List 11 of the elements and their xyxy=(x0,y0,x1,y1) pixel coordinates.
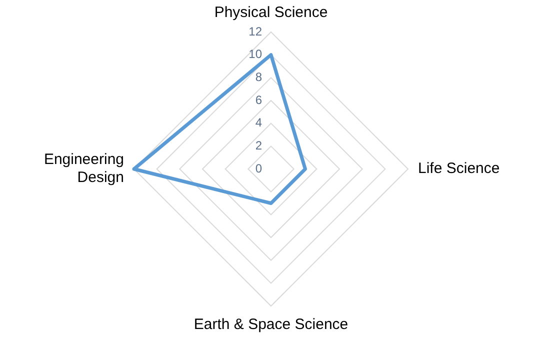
y-tick-label: 0 xyxy=(255,161,262,176)
y-tick-label: 4 xyxy=(255,116,262,130)
y-tick-label: 8 xyxy=(255,70,262,84)
y-tick-label: 6 xyxy=(255,92,262,107)
y-tick-label: 2 xyxy=(255,138,262,152)
spoke-label: Engineering Design xyxy=(44,151,124,186)
spoke-label: Physical Science xyxy=(214,4,328,22)
spoke-label: Earth & Space Science xyxy=(194,316,348,334)
y-tick-label: 10 xyxy=(248,47,262,62)
spoke-label: Life Science xyxy=(418,160,500,178)
y-tick-label: 12 xyxy=(248,24,262,38)
